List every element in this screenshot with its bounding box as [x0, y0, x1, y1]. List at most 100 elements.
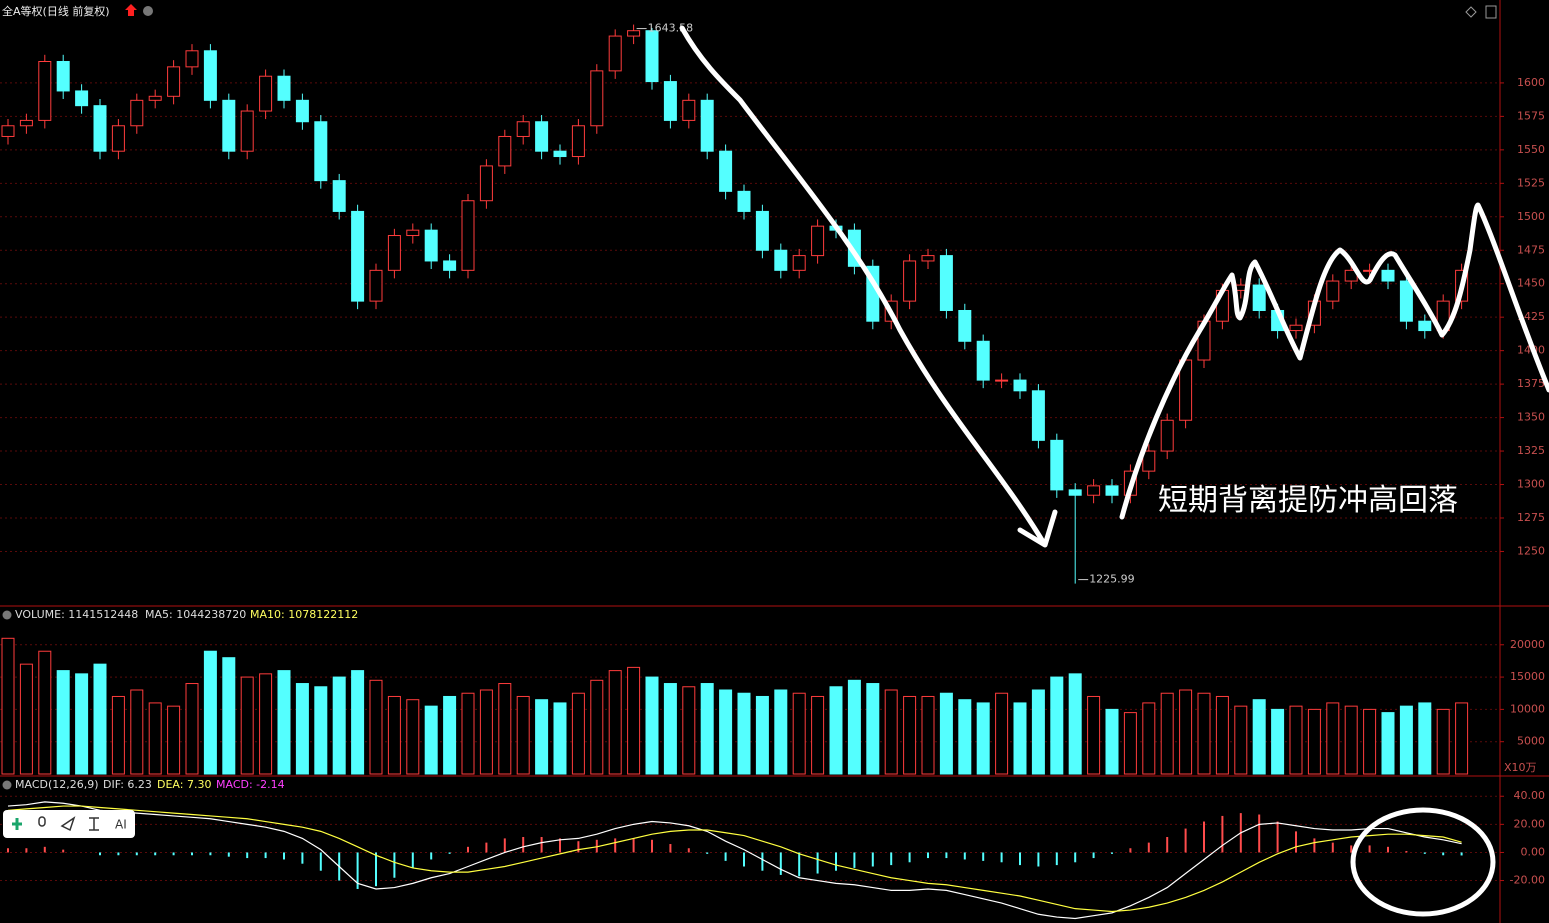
candle-body	[590, 70, 604, 127]
candle-body	[1031, 390, 1045, 441]
volume-bar	[479, 689, 493, 775]
candle-body	[1142, 450, 1156, 472]
volume-bar	[719, 689, 733, 775]
candle-body	[719, 150, 733, 192]
volume-bar	[1436, 708, 1450, 775]
toolbar-icon[interactable]	[38, 816, 46, 827]
volume-bar	[1, 637, 15, 775]
volume-bar	[1031, 689, 1045, 775]
volume-bar	[995, 692, 1009, 775]
candle-body	[479, 165, 493, 202]
icon	[1465, 6, 1477, 18]
volume-bar	[1050, 676, 1064, 775]
y-tick-label: 1500	[1517, 210, 1545, 223]
candle-body	[111, 125, 125, 152]
volume-bar	[516, 695, 530, 775]
volume-bar	[424, 705, 438, 775]
volume-bar	[1179, 689, 1193, 775]
candle-body	[958, 309, 972, 342]
y-tick-label: -20.00	[1510, 874, 1545, 887]
volume-bar	[1307, 708, 1321, 775]
macd-header: MACD(12,26,9)	[15, 778, 99, 791]
candle-body	[627, 30, 641, 37]
icon	[143, 6, 153, 16]
candle-body	[130, 99, 144, 127]
candle-body	[1418, 320, 1432, 332]
volume-bar	[590, 679, 604, 775]
candle-body	[222, 99, 236, 152]
volume-bar	[1215, 695, 1229, 775]
y-tick-label: 0.00	[1521, 845, 1546, 858]
candle-body	[608, 35, 622, 72]
toolbar-icon[interactable]	[12, 818, 22, 830]
volume-bar	[222, 657, 236, 775]
volume-bar	[1087, 695, 1101, 775]
y-tick-label: 1300	[1517, 478, 1545, 491]
volume-bar	[847, 679, 861, 775]
macd-line	[7, 801, 1462, 920]
volume-bar	[295, 683, 309, 775]
y-tick-label: 1375	[1517, 377, 1545, 390]
volume-bar	[38, 650, 52, 775]
volume-ma5: MA5: 1044238720	[145, 608, 246, 621]
volume-bar	[351, 670, 365, 775]
icon	[2, 610, 12, 620]
volume-bar	[663, 683, 677, 775]
y-tick-label: 1250	[1517, 544, 1545, 557]
y-tick-label: 1325	[1517, 444, 1545, 457]
candle-body	[682, 99, 696, 121]
candle-body	[1068, 489, 1082, 496]
candle-body	[1381, 269, 1395, 282]
volume-bar	[1105, 708, 1119, 775]
volume-bar	[240, 676, 254, 775]
volume-bar	[1289, 705, 1303, 775]
candle-body	[663, 81, 677, 121]
toolbar-icon[interactable]	[60, 816, 76, 832]
candle-body	[1, 125, 15, 137]
volume-bar	[627, 666, 641, 775]
y-tick-label: 15000	[1510, 670, 1545, 683]
low-label: 1225.99	[1089, 573, 1135, 586]
volume-bar	[277, 670, 291, 775]
volume-bar	[921, 695, 935, 775]
y-tick-label: 40.00	[1514, 789, 1546, 802]
toolbar-icon[interactable]	[89, 817, 99, 831]
y-tick-label: 1275	[1517, 511, 1545, 524]
icon	[1485, 5, 1497, 19]
y-tick-label: 20.00	[1514, 817, 1546, 830]
candle-body	[1013, 379, 1027, 392]
volume-bar	[1197, 692, 1211, 775]
y-tick-label: 1350	[1517, 411, 1545, 424]
volume-bar	[461, 692, 475, 775]
hand-circle	[1350, 807, 1496, 917]
volume-bar	[976, 702, 990, 775]
volume-bar	[1252, 699, 1266, 775]
volume-ma10: MA10: 1078122112	[250, 608, 358, 621]
icon	[2, 780, 12, 790]
unit-label: X10万	[1504, 761, 1537, 774]
volume-bar	[792, 692, 806, 775]
candle-body	[314, 121, 328, 182]
candle-body	[755, 210, 769, 251]
y-tick-label: 1600	[1517, 76, 1545, 89]
candle-body	[148, 95, 162, 101]
candle-body	[535, 121, 549, 152]
candle-body	[1252, 284, 1266, 311]
ai-button[interactable]: AI	[115, 818, 127, 832]
volume-bar	[608, 670, 622, 775]
y-tick-label: 1450	[1517, 277, 1545, 290]
y-tick-label: 10000	[1510, 702, 1545, 715]
candle-body	[774, 249, 788, 271]
icon	[125, 4, 137, 16]
candle-body	[75, 90, 89, 107]
candle-body	[553, 150, 567, 158]
candle-body	[976, 340, 990, 381]
y-tick-label: 1475	[1517, 243, 1545, 256]
candle-body	[811, 225, 825, 257]
hand-arrow	[679, 25, 1058, 548]
volume-bar	[811, 695, 825, 775]
volume-bar	[700, 683, 714, 775]
candle-body	[277, 75, 291, 101]
candle-body	[240, 110, 254, 152]
